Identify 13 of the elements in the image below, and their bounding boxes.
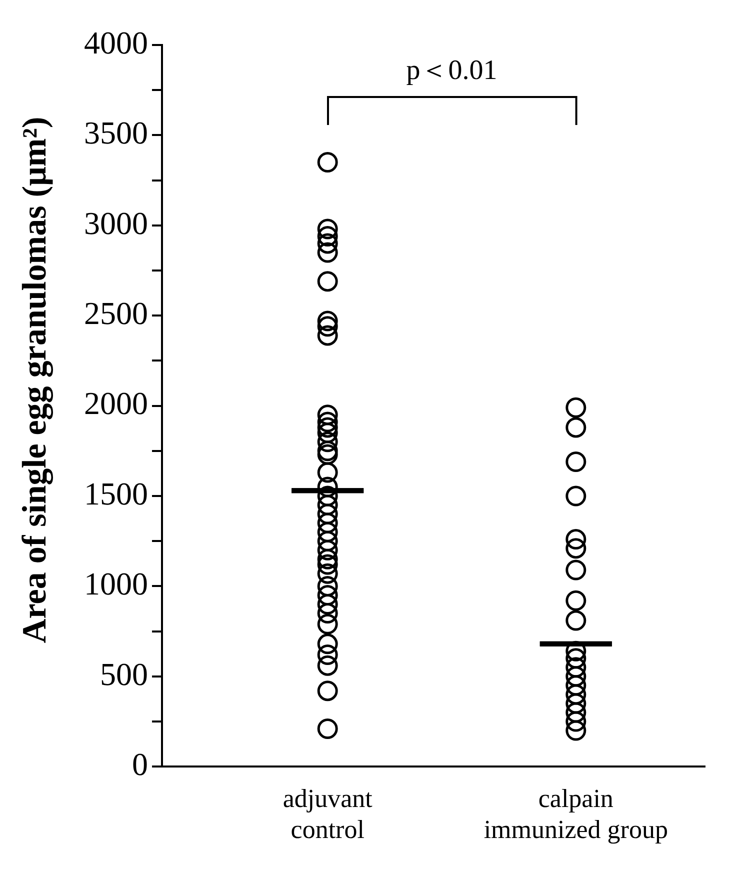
y-tick-label: 0 [132,746,148,782]
y-axis-title: Area of single egg granulomas (μm²) [16,116,54,644]
y-tick-label: 3000 [84,204,148,241]
y-tick-label: 2000 [84,385,148,422]
annotation: p＜0.01 [406,54,498,88]
y-tick-label: 3500 [84,114,148,151]
x-tick-label: calpain immunized group [484,784,668,844]
y-tick-label: 1000 [84,566,148,602]
y-tick-label: 2500 [84,295,148,332]
x-tick-label: adjuvant control [282,784,374,844]
y-tick-label: 1500 [84,475,148,512]
y-tick-label: 4000 [84,24,148,60]
y-tick-label: 500 [100,656,148,692]
